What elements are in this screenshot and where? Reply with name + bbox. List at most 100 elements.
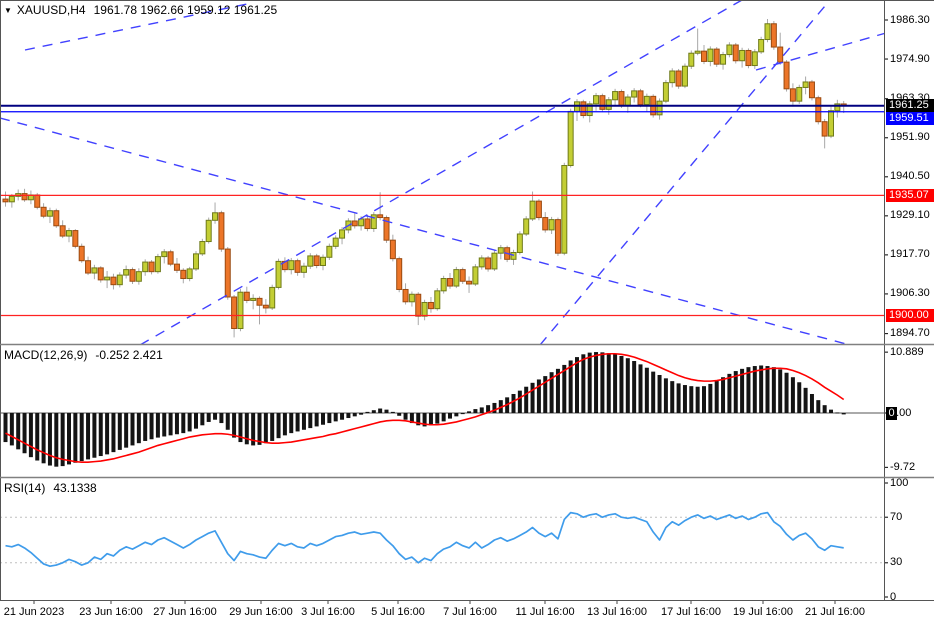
macd-histogram-bar xyxy=(92,413,97,458)
candle xyxy=(427,301,434,310)
candle xyxy=(110,276,117,286)
symbol-ohlc-values: 1961.78 1962.66 1959.12 1961.25 xyxy=(93,3,278,17)
trendline xyxy=(0,117,849,344)
macd-current-badge: 0 xyxy=(886,406,897,420)
candle xyxy=(275,260,282,288)
macd-tick-label: 10.889 xyxy=(890,345,924,358)
macd-histogram-bar xyxy=(638,364,643,413)
candle xyxy=(129,269,136,282)
candle xyxy=(554,219,561,254)
macd-histogram-bar xyxy=(200,413,205,426)
macd-histogram-bar xyxy=(308,413,313,429)
macd-histogram-bar xyxy=(555,368,560,413)
macd-histogram-bar xyxy=(117,413,122,450)
macd-histogram-bar xyxy=(340,413,345,420)
candle xyxy=(523,218,530,235)
price-badge: 1900.00 xyxy=(886,308,934,322)
rsi-line xyxy=(5,511,844,568)
candle xyxy=(91,267,98,274)
macd-histogram-bar xyxy=(289,413,294,434)
candle xyxy=(612,91,619,101)
macd-histogram-bar xyxy=(467,411,472,413)
candles-layer xyxy=(2,18,847,338)
rsi-tick-label: 70 xyxy=(890,510,903,523)
macd-histogram-bar xyxy=(721,377,726,413)
candle xyxy=(173,263,180,271)
macd-histogram-bar xyxy=(187,413,192,432)
candle xyxy=(2,198,9,203)
candle xyxy=(656,100,663,116)
macd-histogram-bar xyxy=(822,405,827,413)
candle xyxy=(567,110,574,167)
rsi-pane-layer xyxy=(0,511,884,568)
time-tick-label: 23 Jun 16:00 xyxy=(79,606,143,618)
candle xyxy=(243,291,250,301)
macd-histogram-bar xyxy=(174,413,179,435)
candle xyxy=(491,252,498,270)
macd-histogram-bar xyxy=(111,413,116,453)
candle xyxy=(713,48,720,65)
macd-histogram-bar xyxy=(346,413,351,419)
candle xyxy=(307,255,314,267)
macd-histogram-bar xyxy=(28,413,33,458)
time-tick-label: 11 Jul 16:00 xyxy=(515,606,575,618)
macd-histogram-bar xyxy=(670,381,675,413)
macd-histogram-bar xyxy=(441,413,446,422)
macd-histogram-bar xyxy=(270,413,275,441)
candle xyxy=(123,269,130,276)
macd-histogram-bar xyxy=(752,366,757,413)
candle xyxy=(631,90,638,98)
candle xyxy=(535,200,542,219)
macd-histogram-bar xyxy=(295,413,300,432)
candle xyxy=(510,251,517,260)
candle xyxy=(415,293,422,317)
candle xyxy=(707,48,714,62)
candle xyxy=(548,219,555,231)
macd-histogram-bar xyxy=(352,413,357,417)
candle xyxy=(135,271,142,282)
candle xyxy=(516,233,523,253)
candle xyxy=(726,44,733,56)
macd-histogram-bar xyxy=(689,386,694,413)
price-tick-label: 1940.50 xyxy=(890,170,930,183)
macd-histogram-bar xyxy=(803,387,808,413)
macd-histogram-bar xyxy=(479,407,484,413)
candle xyxy=(199,241,206,255)
candle xyxy=(701,50,707,62)
macd-histogram-bar xyxy=(759,365,764,413)
macd-histogram-bar xyxy=(714,380,719,413)
macd-histogram-bar xyxy=(238,413,243,443)
macd-histogram-bar xyxy=(301,413,306,430)
candle xyxy=(453,269,460,287)
candle xyxy=(440,278,447,292)
macd-histogram-bar xyxy=(130,413,135,446)
candle xyxy=(637,90,644,106)
macd-histogram-bar xyxy=(448,413,452,419)
macd-histogram-bar xyxy=(321,413,325,425)
macd-histogram-bar xyxy=(206,413,211,422)
macd-histogram-bar xyxy=(73,413,78,463)
macd-histogram-bar xyxy=(435,413,440,424)
macd-histogram-bar xyxy=(702,386,706,413)
macd-histogram-bar xyxy=(244,413,249,445)
macd-histogram-bar xyxy=(263,413,268,444)
macd-histogram-bar xyxy=(333,413,338,422)
candle xyxy=(828,110,834,137)
macd-histogram-bar xyxy=(371,410,376,413)
symbol-dropdown-icon[interactable]: ▼ xyxy=(4,6,12,15)
macd-histogram-bar xyxy=(9,413,14,446)
candle xyxy=(377,214,384,219)
macd-histogram-bar xyxy=(213,413,218,420)
macd-histogram-bar xyxy=(651,371,656,413)
macd-histogram-bar xyxy=(600,352,605,413)
candle xyxy=(675,70,682,87)
candle xyxy=(777,46,784,63)
macd-histogram-bar xyxy=(524,386,529,413)
macd-histogram-bar xyxy=(835,412,840,414)
candle xyxy=(262,304,269,309)
candle xyxy=(783,61,790,90)
macd-histogram-bar xyxy=(663,378,668,413)
candle xyxy=(732,44,739,62)
